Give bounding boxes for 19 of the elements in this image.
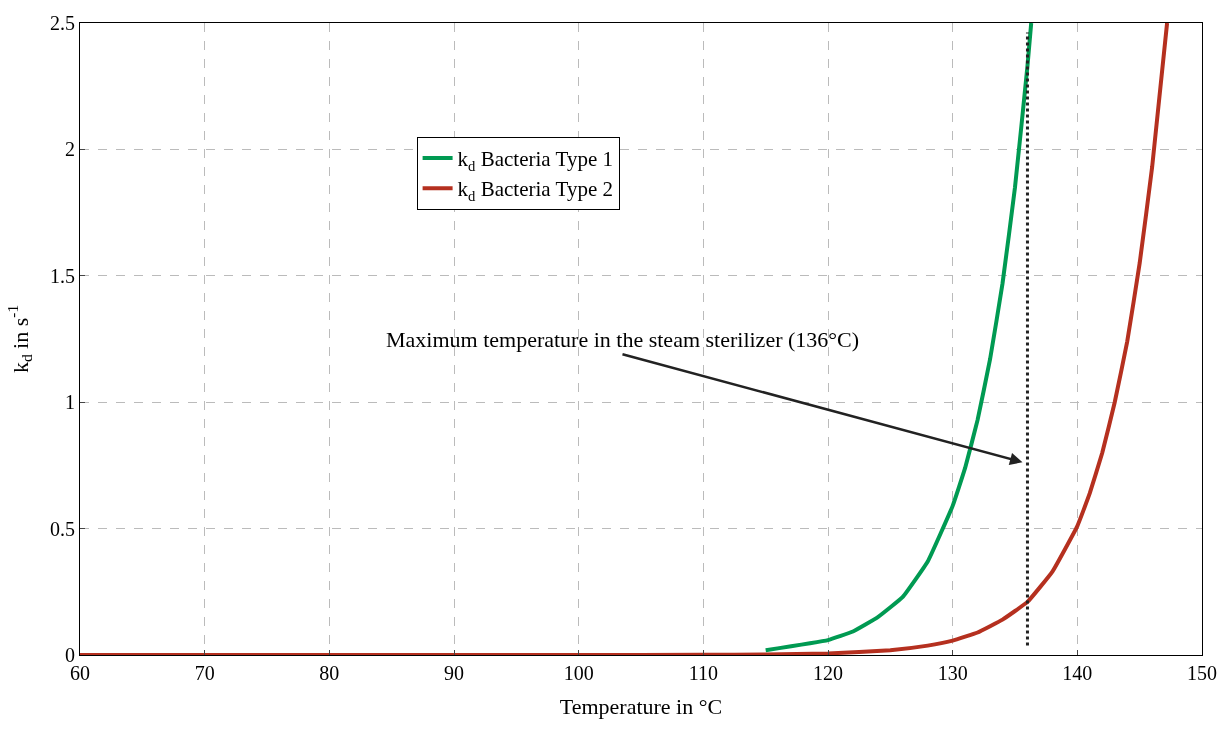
y-tick-label: 1.5	[49, 264, 75, 287]
x-tick-label: 100	[563, 662, 594, 685]
y-tick-label: 2.5	[49, 12, 75, 34]
y-tick-label: 1	[64, 391, 75, 414]
x-tick-label: 140	[1062, 662, 1093, 685]
x-tick-label: 80	[319, 662, 340, 685]
y-tick-label: 2	[64, 138, 75, 161]
x-axis-title: Temperature in °C	[559, 694, 723, 719]
y-tick-label: 0.5	[49, 517, 75, 540]
annotation: Maximum temperature in the steam sterilizer (136°C)	[386, 327, 860, 352]
x-tick-label: 110	[688, 662, 718, 685]
x-tick-label: 150	[1187, 662, 1217, 685]
legend-label: k$_{d}$ Bacteria Type 1	[457, 147, 613, 174]
x-tick-label: 120	[813, 662, 843, 685]
legend-label: k$_{d}$ Bacteria Type 2	[457, 177, 613, 204]
line-series	[80, 23, 1170, 655]
x-tick-label: 70	[194, 662, 215, 685]
x-tick-label: 90	[444, 662, 464, 685]
x-tick-label: 130	[937, 662, 968, 685]
